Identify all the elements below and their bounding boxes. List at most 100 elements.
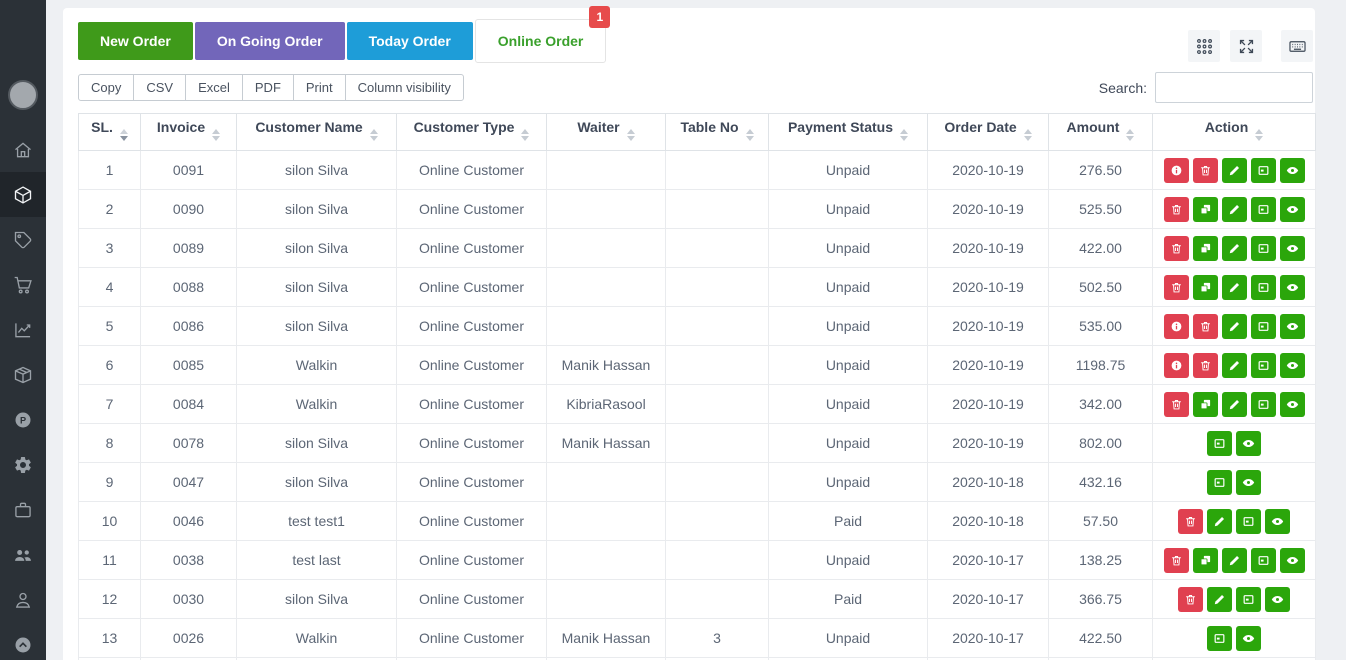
delete-action-button[interactable] [1178, 508, 1203, 534]
view-action-button[interactable] [1279, 313, 1305, 339]
delete-action-button[interactable] [1192, 157, 1218, 183]
view-action-button[interactable] [1236, 430, 1261, 456]
column-header-customer-name[interactable]: Customer Name [236, 113, 397, 151]
checkout-action-button[interactable] [1250, 157, 1276, 183]
checkout-action-button[interactable] [1250, 391, 1276, 417]
checkout-action-button[interactable] [1250, 547, 1276, 573]
delete-action-button[interactable] [1178, 586, 1203, 612]
clone-action-button[interactable] [1192, 274, 1218, 300]
sidebar-item-home[interactable] [0, 127, 46, 172]
export-button-excel[interactable]: Excel [185, 74, 243, 101]
clone-action-button[interactable] [1192, 547, 1218, 573]
sidebar-item-cart[interactable] [0, 262, 46, 307]
tab-online-order[interactable]: Online Order 1 [474, 6, 611, 63]
sidebar-item-tag[interactable] [0, 217, 46, 262]
tab-new-order[interactable]: New Order [78, 22, 193, 60]
info-action-button[interactable] [1163, 352, 1189, 378]
sidebar-item-parking[interactable]: P [0, 397, 46, 442]
search-input[interactable] [1155, 72, 1313, 103]
view-action-button[interactable] [1265, 586, 1290, 612]
cell-invoice: 0091 [140, 150, 237, 190]
info-action-button[interactable] [1163, 313, 1189, 339]
checkout-icon [1213, 476, 1226, 489]
column-header-customer-type[interactable]: Customer Type [396, 113, 547, 151]
view-action-button[interactable] [1236, 469, 1261, 495]
grid-button[interactable] [1188, 30, 1220, 62]
view-action-button[interactable] [1279, 352, 1305, 378]
checkout-action-button[interactable] [1250, 274, 1276, 300]
info-action-button[interactable] [1163, 157, 1189, 183]
column-header-table-no[interactable]: Table No [665, 113, 769, 151]
cell-sl: 12 [78, 579, 141, 619]
checkout-action-button[interactable] [1207, 625, 1232, 651]
edit-action-button[interactable] [1221, 352, 1247, 378]
edit-icon [1228, 242, 1241, 255]
keyboard-button[interactable] [1281, 30, 1313, 62]
sidebar-item-person[interactable] [0, 577, 46, 622]
edit-action-button[interactable] [1221, 547, 1247, 573]
user-avatar[interactable] [8, 80, 38, 110]
view-action-button[interactable] [1279, 235, 1305, 261]
clone-action-button[interactable] [1192, 235, 1218, 261]
column-header-order-date[interactable]: Order Date [927, 113, 1049, 151]
tab-on-going-order[interactable]: On Going Order [194, 22, 345, 60]
delete-action-button[interactable] [1163, 274, 1189, 300]
export-button-print[interactable]: Print [292, 74, 346, 101]
column-header-action[interactable]: Action [1152, 113, 1316, 151]
sidebar-item-gear[interactable] [0, 442, 46, 487]
checkout-action-button[interactable] [1250, 352, 1276, 378]
edit-action-button[interactable] [1221, 313, 1247, 339]
edit-action-button[interactable] [1221, 391, 1247, 417]
view-action-button[interactable] [1279, 547, 1305, 573]
checkout-action-button[interactable] [1250, 313, 1276, 339]
view-action-button[interactable] [1279, 391, 1305, 417]
sidebar-item-chart[interactable] [0, 307, 46, 352]
fullscreen-button[interactable] [1230, 30, 1262, 62]
delete-action-button[interactable] [1163, 235, 1189, 261]
cell-customer-name: silon Silva [236, 150, 397, 190]
tab-today-order[interactable]: Today Order [346, 22, 473, 60]
checkout-action-button[interactable] [1250, 196, 1276, 222]
column-header-waiter[interactable]: Waiter [546, 113, 666, 151]
column-header-payment-status[interactable]: Payment Status [768, 113, 928, 151]
delete-action-button[interactable] [1163, 196, 1189, 222]
clone-action-button[interactable] [1192, 391, 1218, 417]
delete-action-button[interactable] [1192, 313, 1218, 339]
view-action-button[interactable] [1279, 196, 1305, 222]
delete-action-button[interactable] [1192, 352, 1218, 378]
column-header-invoice[interactable]: Invoice [140, 113, 237, 151]
checkout-action-button[interactable] [1250, 235, 1276, 261]
column-header-amount[interactable]: Amount [1048, 113, 1153, 151]
edit-action-button[interactable] [1221, 157, 1247, 183]
checkout-action-button[interactable] [1207, 469, 1232, 495]
export-button-csv[interactable]: CSV [133, 74, 187, 101]
edit-action-button[interactable] [1221, 196, 1247, 222]
view-action-button[interactable] [1279, 274, 1305, 300]
sidebar-item-users[interactable] [0, 532, 46, 577]
edit-action-button[interactable] [1221, 274, 1247, 300]
sidebar-item-package[interactable] [0, 352, 46, 397]
column-header-sl[interactable]: SL. [78, 113, 141, 151]
edit-action-button[interactable] [1207, 508, 1232, 534]
edit-action-button[interactable] [1221, 235, 1247, 261]
checkout-action-button[interactable] [1236, 508, 1261, 534]
cell-actions [1152, 345, 1316, 385]
view-action-button[interactable] [1279, 157, 1305, 183]
clone-action-button[interactable] [1192, 196, 1218, 222]
sidebar-item-cube[interactable] [0, 172, 46, 217]
delete-action-button[interactable] [1163, 391, 1189, 417]
export-button-pdf[interactable]: PDF [241, 74, 294, 101]
edit-action-button[interactable] [1207, 586, 1232, 612]
checkout-action-button[interactable] [1236, 586, 1261, 612]
checkout-action-button[interactable] [1207, 430, 1232, 456]
export-button-copy[interactable]: Copy [78, 74, 135, 101]
delete-action-button[interactable] [1163, 547, 1189, 573]
cell-customer-name: silon Silva [236, 462, 397, 502]
checkout-icon [1213, 632, 1226, 645]
view-action-button[interactable] [1265, 508, 1290, 534]
sidebar-item-chevron-up-circle[interactable] [0, 622, 46, 660]
view-action-button[interactable] [1236, 625, 1261, 651]
export-button-column-visibility[interactable]: Column visibility [344, 74, 464, 101]
edit-icon [1228, 203, 1241, 216]
sidebar-item-briefcase[interactable] [0, 487, 46, 532]
